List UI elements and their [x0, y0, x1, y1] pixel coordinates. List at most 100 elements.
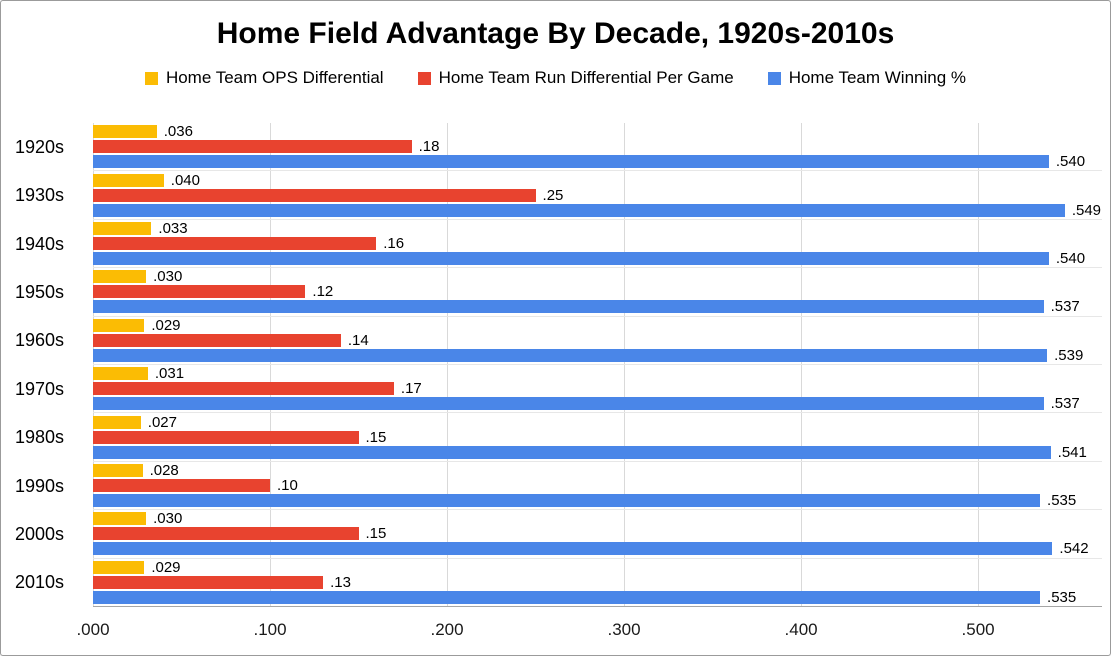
bar-row-ops-differential: .033	[93, 221, 1102, 236]
bar-row-winning-pct: .542	[93, 540, 1102, 558]
bar-row-winning-pct: .539	[93, 346, 1102, 364]
bar-value-label: .540	[1055, 153, 1086, 171]
bar-value-label: .17	[400, 380, 422, 398]
bar-run-differential-1960s	[93, 333, 341, 347]
bar-winning-pct-1950s	[93, 300, 1044, 314]
bar-row-winning-pct: .541	[93, 445, 1102, 460]
x-tick-label: .400	[784, 620, 818, 639]
bar-row-ops-differential: .029	[93, 558, 1102, 576]
bar-value-label: .18	[418, 138, 440, 156]
category-label-1970s: 1970s	[15, 378, 65, 399]
bar-row-winning-pct: .540	[93, 250, 1102, 268]
category-label-1930s: 1930s	[15, 185, 65, 206]
legend-swatch-icon	[767, 71, 781, 85]
legend-item-winning-pct: Home Team Winning %	[767, 68, 967, 88]
x-tick-label: .500	[961, 620, 995, 639]
bar-winning-pct-1980s	[93, 445, 1051, 459]
bar-value-label: .539	[1054, 346, 1084, 364]
bar-row-winning-pct: .535	[93, 588, 1102, 606]
bar-value-label: .16	[383, 235, 405, 253]
bar-row-ops-differential: .028	[93, 462, 1102, 480]
plot-area: .036 .18 .540 .040 .25 .549 .033 .16 .540 .030 .12…	[93, 123, 1102, 607]
bar-row-run-differential: .15	[93, 430, 1102, 445]
bar-row-run-differential: .15	[93, 525, 1102, 543]
bar-row-run-differential: .10	[93, 477, 1102, 495]
bar-value-label: .13	[330, 573, 351, 591]
category-axis: 1920s 1930s 1940s 1950s 1960s 1970s 1980s 1990s…	[1, 123, 93, 607]
bar-row-run-differential: .12	[93, 283, 1102, 301]
value-axis: .000 .100 .200 .300 .400 .500	[76, 607, 1102, 653]
bar-group-1960s: .029 .14 .539	[93, 316, 1102, 366]
bar-ops-differential-1990s	[93, 464, 143, 478]
category-label-2010s: 2010s	[15, 572, 65, 593]
bar-run-differential-1990s	[93, 479, 271, 493]
bar-row-ops-differential: .030	[93, 268, 1102, 286]
bar-row-winning-pct: .535	[93, 492, 1102, 510]
bar-value-label: .542	[1059, 540, 1089, 558]
bar-value-label: .028	[149, 462, 179, 480]
category-label-1990s: 1990s	[15, 475, 65, 496]
bar-run-differential-2010s	[93, 575, 324, 589]
bar-row-run-differential: .16	[93, 235, 1102, 253]
bar-value-label: .540	[1055, 250, 1086, 268]
bar-run-differential-1980s	[93, 430, 359, 444]
bar-ops-differential-1930s	[93, 173, 164, 187]
bar-winning-pct-1970s	[93, 397, 1044, 411]
bar-value-label: .030	[153, 268, 183, 286]
bar-group-1940s: .033 .16 .540	[93, 220, 1102, 269]
bar-value-label: .535	[1047, 588, 1077, 606]
legend-swatch-icon	[144, 71, 158, 85]
bar-ops-differential-2010s	[93, 560, 145, 574]
bar-value-label: .029	[151, 558, 181, 576]
chart-title: Home Field Advantage By Decade, 1920s-20…	[216, 17, 895, 50]
bar-value-label: .10	[277, 477, 298, 495]
bar-winning-pct-1990s	[93, 494, 1041, 508]
bar-value-label: .027	[147, 413, 177, 431]
bar-row-ops-differential: .040	[93, 173, 1102, 188]
bar-winning-pct-1930s	[93, 203, 1065, 217]
bar-row-run-differential: .25	[93, 188, 1102, 203]
bar-row-winning-pct: .537	[93, 396, 1102, 411]
bar-row-run-differential: .17	[93, 380, 1102, 398]
bar-value-label: .030	[153, 510, 183, 528]
category-label-1980s: 1980s	[15, 427, 65, 448]
bar-run-differential-1970s	[93, 382, 394, 396]
bar-value-label: .535	[1047, 492, 1077, 510]
bar-value-label: .549	[1071, 201, 1102, 219]
bar-group-1980s: .027 .15 .541	[93, 413, 1102, 462]
chart-area: 1920s 1930s 1940s 1950s 1960s 1970s 1980s 1990s…	[1, 123, 1110, 653]
legend-label: Home Team Run Differential Per Game	[438, 68, 734, 87]
bar-winning-pct-1920s	[93, 155, 1049, 169]
bar-row-winning-pct: .549	[93, 201, 1102, 219]
bar-ops-differential-1920s	[93, 125, 157, 139]
bar-value-label: .029	[151, 316, 181, 334]
bar-row-ops-differential: .029	[93, 316, 1102, 334]
bar-ops-differential-1940s	[93, 222, 152, 236]
x-tick-label: .300	[607, 620, 641, 639]
bar-row-run-differential: .13	[93, 573, 1102, 591]
bar-group-2010s: .029 .13 .535	[93, 559, 1102, 606]
category-label-1950s: 1950s	[15, 281, 65, 302]
legend-label: Home Team OPS Differential	[165, 68, 384, 87]
bar-run-differential-1920s	[93, 140, 412, 154]
category-label-2000s: 2000s	[15, 523, 65, 544]
bar-value-label: .537	[1050, 298, 1080, 316]
bar-run-differential-1930s	[93, 188, 536, 202]
bar-ops-differential-1970s	[93, 367, 148, 381]
chart-legend: Home Team OPS Differential Home Team Run …	[1, 68, 1110, 88]
bar-group-1970s: .031 .17 .537	[93, 365, 1102, 414]
bar-ops-differential-1980s	[93, 415, 141, 429]
bar-row-ops-differential: .030	[93, 510, 1102, 528]
bar-run-differential-1940s	[93, 237, 377, 251]
bar-group-1990s: .028 .10 .535	[93, 462, 1102, 511]
bar-ops-differential-1950s	[93, 270, 147, 284]
bar-row-ops-differential: .027	[93, 413, 1102, 431]
x-tick-label: .200	[430, 620, 464, 639]
legend-item-ops-differential: Home Team OPS Differential	[144, 68, 384, 88]
bar-value-label: .031	[154, 365, 185, 383]
bar-value-label: .12	[312, 283, 334, 301]
bar-value-label: .15	[365, 525, 387, 543]
legend-label: Home Team Winning %	[788, 68, 967, 87]
bar-row-ops-differential: .036	[93, 124, 1102, 139]
